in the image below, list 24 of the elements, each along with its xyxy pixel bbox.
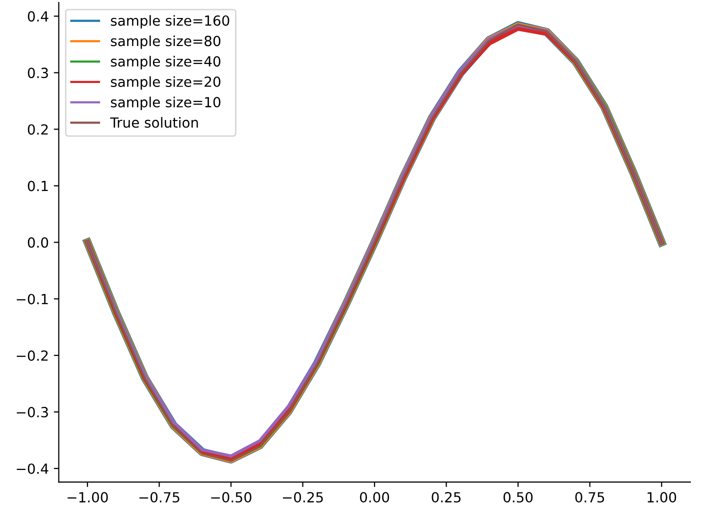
y-tick-label: −0.3: [16, 406, 48, 418]
x-tick-label: 0.00: [360, 492, 390, 503]
legend-label: True solution: [110, 117, 198, 128]
x-tick-label: 1.00: [648, 492, 676, 503]
x-tick-label: −0.50: [211, 492, 252, 503]
y-tick-label: 0.0: [28, 237, 48, 248]
y-tick-label: −0.4: [16, 463, 48, 474]
legend-label: sample size=160: [110, 15, 230, 29]
y-tick-label: −0.2: [16, 350, 48, 361]
y-tick-label: 0.3: [28, 68, 48, 78]
legend-label: sample size=20: [110, 76, 220, 90]
x-tick-label: 0.50: [504, 492, 533, 503]
y-tick-label: 0.2: [28, 124, 48, 135]
x-tick-label: 0.75: [575, 492, 604, 503]
legend-label: sample size=10: [110, 96, 220, 110]
legend-label: sample size=80: [110, 35, 220, 49]
x-tick-label: 0.25: [432, 492, 461, 503]
x-tick-label: −0.25: [282, 492, 323, 503]
y-tick-label: 0.4: [28, 11, 48, 22]
y-tick-label: 0.1: [28, 180, 48, 192]
y-tick-label: −0.1: [16, 294, 48, 304]
x-tick-label: −0.75: [139, 492, 180, 503]
x-tick-label: −1.00: [68, 492, 108, 503]
legend-label: sample size=40: [110, 56, 220, 70]
